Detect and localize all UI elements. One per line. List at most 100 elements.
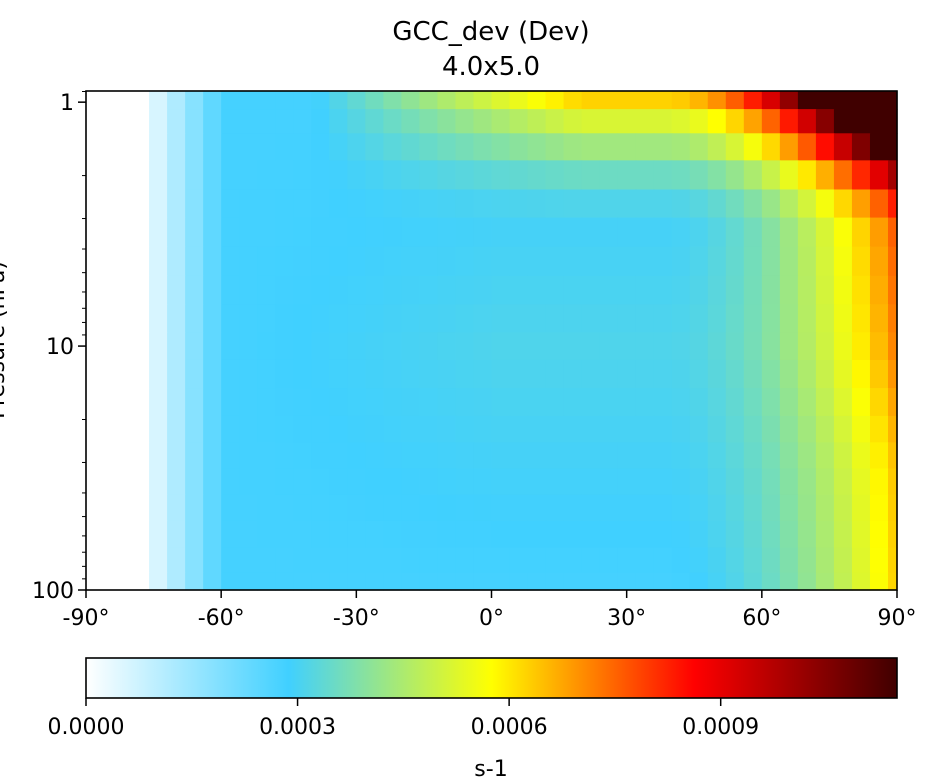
heatmap-cell: [833, 332, 853, 361]
heatmap-cell: [851, 217, 871, 248]
heatmap-cell: [833, 217, 853, 248]
heatmap-cell: [293, 415, 312, 443]
heatmap-cell: [149, 572, 168, 591]
heatmap-cell: [671, 246, 691, 277]
heatmap-cell: [725, 359, 745, 389]
heatmap-cell: [617, 415, 637, 443]
heatmap-cell: [887, 359, 898, 389]
heatmap-cell: [743, 217, 763, 248]
heatmap-cell: [887, 494, 898, 522]
heatmap-cell: [545, 332, 565, 361]
heatmap-cell: [653, 442, 673, 470]
heatmap-cell: [779, 494, 799, 522]
heatmap-cell: [401, 520, 421, 549]
heatmap-cell: [797, 415, 817, 443]
heatmap-cell: [887, 109, 898, 134]
heatmap-cell: [509, 547, 529, 574]
heatmap-cell: [275, 189, 294, 219]
heatmap-cell: [509, 442, 529, 470]
heatmap-cell: [473, 415, 493, 443]
heatmap-cell: [113, 304, 132, 333]
heatmap-cell: [869, 468, 889, 496]
heatmap-cell: [707, 468, 727, 496]
heatmap-cell: [851, 494, 871, 522]
heatmap-cell: [581, 109, 601, 134]
heatmap-cell: [779, 91, 799, 110]
heatmap-cell: [761, 109, 781, 134]
heatmap-cell: [347, 275, 366, 305]
heatmap-cells: [86, 91, 898, 591]
heatmap-cell: [221, 520, 240, 549]
heatmap-cell: [113, 359, 132, 389]
heatmap-cell: [95, 442, 114, 470]
heatmap-cell: [293, 388, 312, 417]
heatmap-cell: [527, 468, 547, 496]
heatmap-cell: [347, 160, 366, 191]
x-tick-label: -30°: [333, 606, 380, 631]
heatmap-cell: [221, 494, 240, 522]
heatmap-cell: [113, 388, 132, 417]
heatmap-cell: [185, 388, 204, 417]
heatmap-cell: [275, 468, 294, 496]
heatmap-cell: [527, 133, 547, 161]
heatmap-cell: [455, 160, 475, 191]
heatmap-cell: [545, 217, 565, 248]
heatmap-cell: [293, 217, 312, 248]
heatmap-cell: [869, 332, 889, 361]
heatmap-cell: [275, 442, 294, 470]
heatmap-cell: [455, 91, 475, 110]
heatmap-cell: [239, 91, 258, 110]
heatmap-cell: [635, 189, 655, 219]
heatmap-cell: [221, 304, 240, 333]
heatmap-cell: [851, 442, 871, 470]
heatmap-cell: [545, 246, 565, 277]
heatmap-cell: [653, 388, 673, 417]
heatmap-cell: [491, 572, 511, 591]
heatmap-cell: [707, 304, 727, 333]
heatmap-cell: [491, 415, 511, 443]
heatmap-cell: [887, 415, 898, 443]
heatmap-cell: [509, 217, 529, 248]
heatmap-cell: [671, 359, 691, 389]
heatmap-cell: [131, 547, 150, 574]
heatmap-cell: [203, 189, 222, 219]
heatmap-cell: [869, 520, 889, 549]
heatmap-cell: [203, 359, 222, 389]
heatmap-cell: [797, 547, 817, 574]
heatmap-cell: [815, 246, 835, 277]
heatmap-cell: [743, 304, 763, 333]
chart-subtitle: 4.0x5.0: [442, 52, 540, 82]
heatmap-cell: [653, 275, 673, 305]
heatmap-cell: [833, 468, 853, 496]
heatmap-cell: [563, 388, 583, 417]
heatmap-cell: [779, 547, 799, 574]
heatmap-cell: [347, 133, 366, 161]
heatmap-cell: [707, 217, 727, 248]
heatmap-cell: [851, 246, 871, 277]
heatmap-cell: [545, 388, 565, 417]
heatmap-cell: [257, 572, 276, 591]
heatmap-cell: [671, 468, 691, 496]
heatmap-cell: [869, 133, 889, 161]
y-tick-label: 1: [60, 91, 74, 116]
heatmap-cell: [293, 189, 312, 219]
heatmap-cell: [149, 359, 168, 389]
heatmap-cell: [743, 133, 763, 161]
heatmap-cell: [689, 160, 709, 191]
heatmap-cell: [167, 388, 186, 417]
heatmap-cell: [329, 520, 348, 549]
heatmap-cell: [131, 275, 150, 305]
heatmap-cell: [707, 332, 727, 361]
heatmap-cell: [545, 494, 565, 522]
heatmap-cell: [545, 109, 565, 134]
heatmap-cell: [239, 388, 258, 417]
heatmap-cell: [167, 494, 186, 522]
heatmap-cell: [671, 109, 691, 134]
heatmap-cell: [86, 442, 96, 470]
heatmap-cell: [383, 160, 402, 191]
heatmap-cell: [473, 442, 493, 470]
heatmap-cell: [743, 160, 763, 191]
heatmap-cell: [509, 572, 529, 591]
heatmap-cell: [473, 468, 493, 496]
heatmap-cell: [617, 547, 637, 574]
